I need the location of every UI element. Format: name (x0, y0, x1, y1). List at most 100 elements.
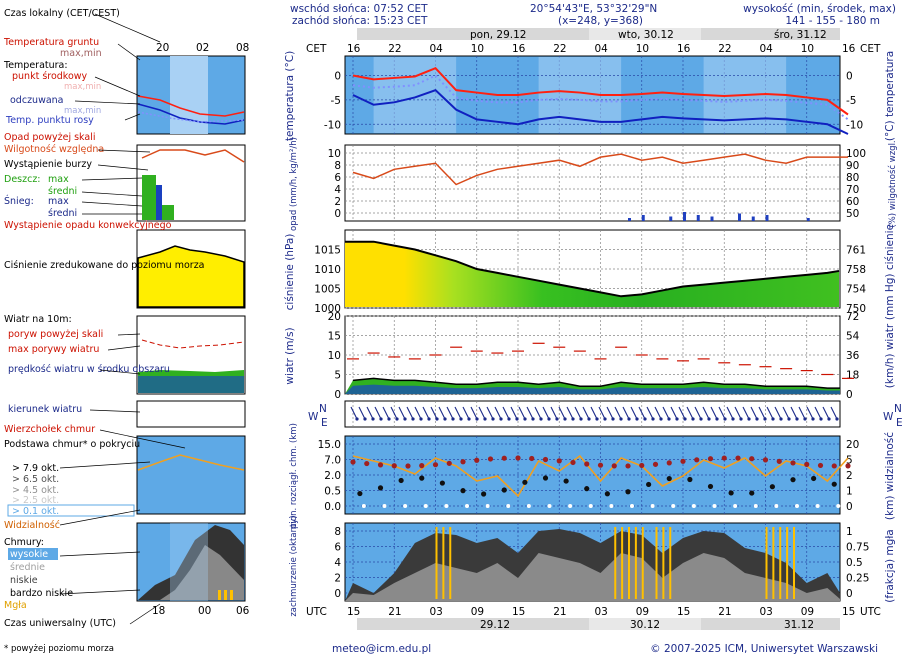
legend-high-box (8, 548, 58, 560)
cloud-ytick-left: 0.0 (324, 501, 341, 513)
cloud-base-dot (419, 475, 425, 481)
legend-wind-dir: kierunek wiatru (8, 404, 82, 415)
wind-arrow (622, 406, 630, 420)
legend-wind-blue (138, 376, 244, 393)
wind-arrow (462, 406, 470, 420)
precip-left-title: opad (mm/h, kg/m²/h) (289, 137, 299, 231)
wind-arrow (582, 406, 590, 420)
cloud-base-dot (749, 490, 755, 496)
cloud-top-dot (432, 462, 439, 468)
cloud-low-dot (630, 504, 634, 508)
cov-ytick-left: 0 (334, 588, 341, 600)
hour-utc-label: 15 (677, 606, 690, 618)
wind-arrow (750, 406, 758, 420)
cloud-base-dot (625, 489, 631, 495)
cloud-top-dot (831, 463, 837, 469)
snow-bar (641, 215, 645, 221)
wind-arrow (630, 406, 638, 420)
legend-rain-bar (142, 175, 156, 220)
cloud-top-dot (350, 459, 356, 465)
wind-arrow (366, 406, 374, 420)
pres-ytick-left: 1000 (314, 303, 341, 315)
wind-arrow-head (539, 417, 543, 421)
footer-email[interactable]: meteo@icm.edu.pl (332, 643, 431, 655)
wind-arrow-head (395, 417, 399, 421)
wind-arrow-head (795, 417, 799, 421)
date-band (589, 28, 701, 40)
fog-bar (621, 527, 624, 599)
legend-okt-2: > 6.5 okt. (12, 474, 59, 485)
cloud-top-dot (625, 463, 631, 469)
legend-tick-06: 06 (236, 605, 250, 617)
temp-ytick-left: -10 (324, 119, 341, 131)
fog-bar (772, 527, 775, 599)
pres-left-title: ciśnienie (hPa) (284, 234, 296, 311)
legend-rain-bar2 (162, 205, 174, 220)
wind-arrow (446, 406, 454, 420)
precip-ytick-left: 10 (328, 148, 341, 160)
hour-utc-label: 09 (471, 606, 484, 618)
wind-arrow (382, 406, 390, 420)
cloud-top-dot (556, 458, 562, 464)
cloud-top-dot (735, 455, 741, 461)
pres-ytick-left: 1015 (314, 245, 341, 257)
wind-arrow (830, 406, 838, 420)
wind-arrow (374, 406, 382, 420)
precip-ytick-right: 80 (846, 172, 859, 184)
cloud-top-dot (570, 459, 576, 466)
temp-night-band (373, 57, 457, 133)
compass-w-right: W (883, 411, 894, 423)
cloud-base-dot (687, 476, 693, 483)
cloud-ytick-right: 20 (846, 439, 859, 451)
wind-arrow (646, 406, 654, 420)
wind-arrow-head (499, 417, 503, 421)
wind-arrow-head (763, 417, 767, 421)
fog-bar (634, 527, 637, 599)
cloud-top-dot (694, 457, 700, 463)
hour-utc-label: 03 (430, 606, 443, 618)
cloud-top-dot (845, 463, 851, 469)
precip-ytick-left: 4 (334, 184, 341, 196)
legend-fog-bar (224, 590, 227, 600)
wind-arrow (638, 406, 646, 420)
wind-arrow (486, 406, 494, 420)
wind-arrow (822, 406, 830, 420)
hour-cet-label: 16 (347, 43, 361, 55)
cov-ytick-right: 0.25 (846, 573, 869, 585)
hours-cet: 16 22 04 10 16 22 04 10 16 22 04 10 16 (347, 43, 856, 55)
wind-arrow-head (803, 417, 807, 421)
cloud-low-dot (753, 504, 758, 508)
hours-utc: 15 21 03 09 15 21 03 09 15 21 03 09 15 (347, 606, 855, 618)
pres-ytick-right: 758 (846, 264, 866, 276)
snow-bar (696, 215, 700, 221)
wind-arrow-head (579, 417, 583, 421)
temp-ytick-right: -10 (846, 119, 863, 131)
wind-arrow-head (819, 417, 823, 421)
wind-arrow-head (683, 417, 687, 421)
hour-cet-label: 04 (430, 43, 444, 55)
wind-arrow-head (531, 417, 535, 421)
wind-arrow (710, 406, 718, 420)
legend-fog-bar (218, 590, 221, 600)
snow-bar (738, 213, 741, 221)
cloud-low-dot (547, 504, 552, 508)
legend-time-local: Czas lokalny (CET/CEST) (4, 8, 120, 19)
cloud-top-dot (460, 459, 466, 465)
wind-arrow-head (771, 417, 775, 421)
wind-arrow (718, 406, 726, 420)
hour-utc-label: 03 (595, 606, 608, 618)
wind-arrow-head (451, 417, 455, 421)
snow-bar (683, 212, 686, 221)
cloud-base-dot (439, 480, 445, 486)
cloud-top-dot (542, 456, 549, 463)
compass: N W E N W E (308, 403, 903, 429)
wind-arrow-head (715, 417, 719, 421)
wind-arrow (398, 406, 406, 420)
dir-panel (344, 400, 841, 428)
wind-arrow (662, 406, 670, 420)
wind-arrow-head (707, 417, 711, 421)
pressure-series (345, 240, 840, 298)
wind-arrow (598, 406, 606, 420)
compass-n-left: N (319, 403, 327, 415)
legend-tick-08: 08 (236, 42, 249, 54)
